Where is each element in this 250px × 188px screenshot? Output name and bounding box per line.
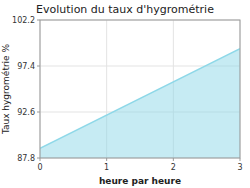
area (40, 49, 240, 158)
chart-container: 87.8 92.6 97.4 102.2 0 1 2 3 heure par heure Taux… (0, 0, 250, 188)
tick-label-y: 87.8 (17, 154, 35, 163)
grid (40, 20, 240, 158)
tick-label-x: 2 (171, 163, 176, 172)
y-axis-label: Taux hygrométrie % (1, 43, 11, 135)
tick-x (240, 158, 241, 161)
tick-x (106, 158, 107, 161)
plot-area (40, 49, 240, 158)
tick-label-y: 97.4 (17, 62, 35, 71)
line (40, 49, 240, 149)
tick-label-y: 102.2 (12, 16, 35, 25)
tick-x (40, 158, 41, 161)
tick-x (173, 158, 174, 161)
tick-label-x: 0 (37, 163, 42, 172)
tick-label-x: 3 (237, 163, 242, 172)
chart: 87.8 92.6 97.4 102.2 0 1 2 3 heure par heure Taux… (0, 0, 250, 188)
tick-y (37, 112, 40, 113)
plot-frame (40, 20, 240, 158)
x-axis-label: heure par heure (99, 176, 181, 186)
title: Evolution du taux d'hygrométrie (36, 3, 214, 16)
tick-y (37, 66, 40, 67)
axes: 87.8 92.6 97.4 102.2 0 1 2 3 (12, 16, 242, 172)
tick-y (37, 20, 40, 21)
tick-label-x: 1 (104, 163, 109, 172)
tick-label-y: 92.6 (17, 108, 35, 117)
